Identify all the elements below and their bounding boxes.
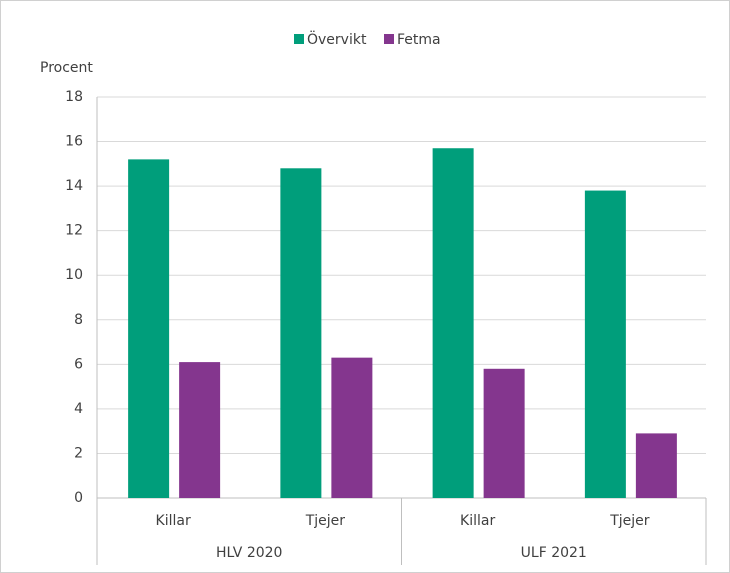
group-label: HLV 2020: [216, 545, 282, 561]
bar: [128, 159, 170, 498]
y-tick-label: 2: [74, 445, 83, 461]
y-tick-label: 12: [65, 223, 83, 239]
x-tick-label: Tjejer: [305, 513, 346, 529]
y-tick-label: 8: [74, 312, 83, 328]
legend-swatch: [384, 34, 394, 44]
bar: [280, 168, 322, 499]
x-tick-label: Tjejer: [609, 513, 650, 529]
y-axis-label: Procent: [40, 60, 93, 76]
group-label: ULF 2021: [521, 545, 587, 561]
bar: [432, 148, 474, 498]
bar: [179, 362, 221, 498]
y-tick-label: 14: [65, 178, 83, 194]
bar: [584, 190, 626, 499]
legend-swatch: [294, 34, 304, 44]
y-tick-label: 4: [74, 401, 83, 417]
y-tick-label: 6: [74, 356, 83, 372]
bar: [635, 433, 677, 498]
y-tick-label: 18: [65, 89, 83, 105]
y-tick-label: 16: [65, 134, 83, 150]
bar: [331, 357, 373, 498]
y-tick-label: 10: [65, 267, 83, 283]
x-tick-label: Killar: [460, 513, 495, 529]
bar: [483, 368, 525, 498]
legend-label: Övervikt: [307, 30, 367, 48]
y-tick-label: 0: [74, 490, 83, 506]
x-tick-label: Killar: [156, 513, 191, 529]
legend-label: Fetma: [397, 32, 441, 48]
